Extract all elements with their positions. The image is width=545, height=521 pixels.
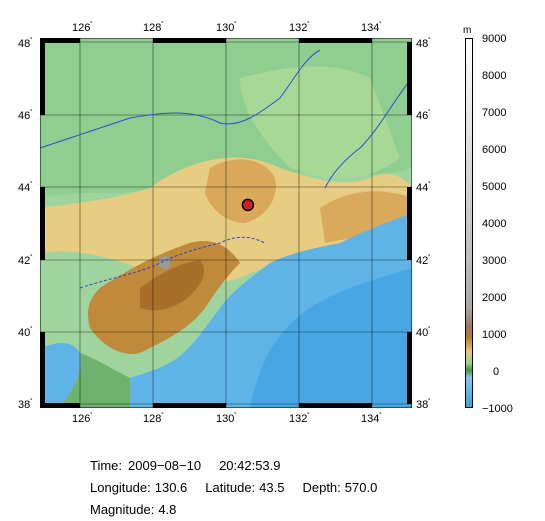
- right-lat-label-44: 44˚: [416, 182, 431, 194]
- plain-northeast: [240, 66, 400, 178]
- colorbar-unit: m: [463, 25, 472, 36]
- location-row: Longitude: 130.6 Latitude: 43.5 Depth: 570.0: [90, 477, 395, 499]
- hills-event: [205, 159, 276, 223]
- time-row: Time: 2009−08−10 20:42:53.9: [90, 455, 395, 477]
- coast-lowland: [60, 353, 130, 408]
- latitude-label: Latitude:: [205, 480, 256, 495]
- frame-bars: [40, 38, 412, 408]
- colorbar-label-5000: 5000: [482, 181, 507, 193]
- time-label: Time:: [90, 458, 123, 473]
- colorbar-label-minus-1000: −1000: [482, 403, 513, 415]
- magnitude-row: Magnitude: 4.8: [90, 499, 395, 521]
- top-lon-label-126: 126˚: [72, 22, 93, 34]
- right-lat-label-40: 40˚: [416, 327, 431, 339]
- right-lat-label-42: 42˚: [416, 255, 431, 267]
- magnitude-label: Magnitude:: [90, 502, 155, 517]
- sea-deep: [250, 268, 412, 408]
- top-lon-label-130: 130˚: [216, 22, 237, 34]
- longitude-label: Longitude:: [90, 480, 151, 495]
- latitude-value: 43.5: [259, 480, 285, 495]
- event-info: Time: 2009−08−10 20:42:53.9 Longitude: 130.…: [90, 455, 395, 521]
- colorbar-label-8000: 8000: [482, 70, 507, 82]
- top-lon-label-134: 134˚: [361, 22, 382, 34]
- bottom-lon-label-132: 132˚: [289, 413, 310, 425]
- event-time: 20:42:53.9: [219, 458, 281, 473]
- sea-west: [40, 343, 81, 408]
- topographic-map: [40, 38, 412, 408]
- colorbar-label-1000: 1000: [482, 329, 507, 341]
- depth-value: 570.0: [344, 480, 378, 495]
- map-frame: [40, 38, 412, 408]
- magnitude-value: 4.8: [158, 502, 177, 517]
- left-lat-label-46: 46˚: [18, 110, 33, 122]
- right-lat-label-48: 48˚: [416, 38, 431, 50]
- event-date: 2009−08−10: [128, 458, 202, 473]
- colorbar-label-2000: 2000: [482, 292, 507, 304]
- bottom-lon-label-126: 126˚: [72, 413, 93, 425]
- longitude-value: 130.6: [154, 480, 188, 495]
- bottom-lon-label-128: 128˚: [143, 413, 164, 425]
- colorbar-label-4000: 4000: [482, 218, 507, 230]
- river-north: [40, 49, 321, 149]
- right-lat-label-46: 46˚: [416, 110, 431, 122]
- mountains-high: [140, 260, 205, 311]
- top-lon-label-128: 128˚: [143, 22, 164, 34]
- river-east: [324, 77, 412, 189]
- border-line: [79, 236, 266, 289]
- top-lon-label-132: 132˚: [289, 22, 310, 34]
- left-lat-label-40: 40˚: [18, 327, 33, 339]
- colorbar-label-3000: 3000: [482, 255, 507, 267]
- left-lat-label-48: 48˚: [18, 38, 33, 50]
- right-lat-label-38: 38˚: [416, 399, 431, 411]
- elevation-colorbar: [465, 38, 473, 408]
- left-lat-label-44: 44˚: [18, 182, 33, 194]
- left-lat-label-38: 38˚: [18, 399, 33, 411]
- left-lat-label-42: 42˚: [18, 255, 33, 267]
- colorbar-label-9000: 9000: [482, 33, 507, 45]
- earthquake-epicenter-marker[interactable]: [241, 198, 255, 212]
- bottom-lon-label-130: 130˚: [216, 413, 237, 425]
- colorbar-label-6000: 6000: [482, 144, 507, 156]
- bottom-lon-label-134: 134˚: [361, 413, 382, 425]
- colorbar-label-0: 0: [493, 366, 500, 378]
- depth-label: Depth:: [302, 480, 341, 495]
- colorbar-label-7000: 7000: [482, 107, 507, 119]
